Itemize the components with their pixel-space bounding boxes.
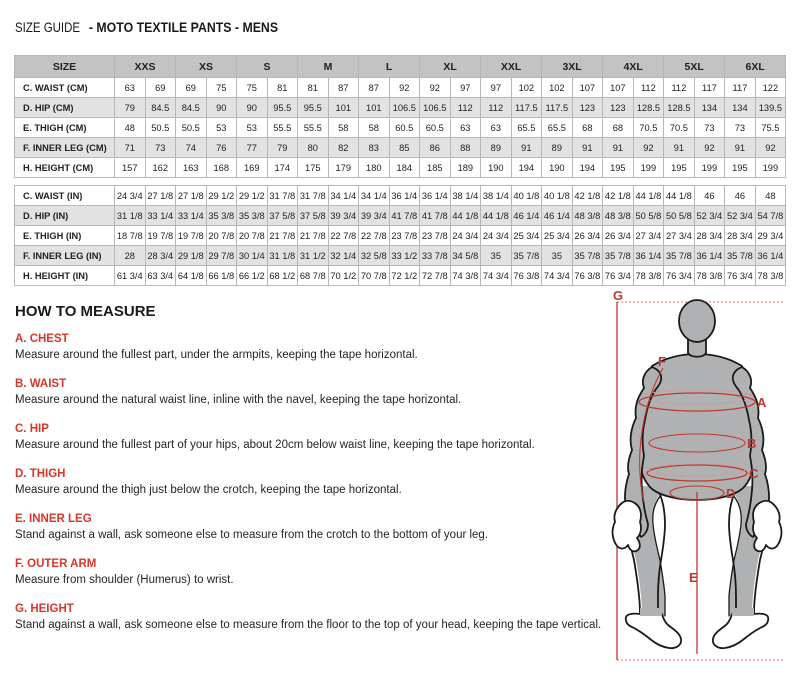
svg-text:E: E	[689, 570, 698, 585]
svg-text:F: F	[658, 354, 666, 369]
svg-text:B: B	[747, 436, 756, 451]
svg-text:G: G	[613, 288, 623, 303]
svg-text:A: A	[757, 395, 767, 410]
svg-text:D: D	[726, 486, 735, 501]
svg-text:C: C	[749, 466, 759, 481]
